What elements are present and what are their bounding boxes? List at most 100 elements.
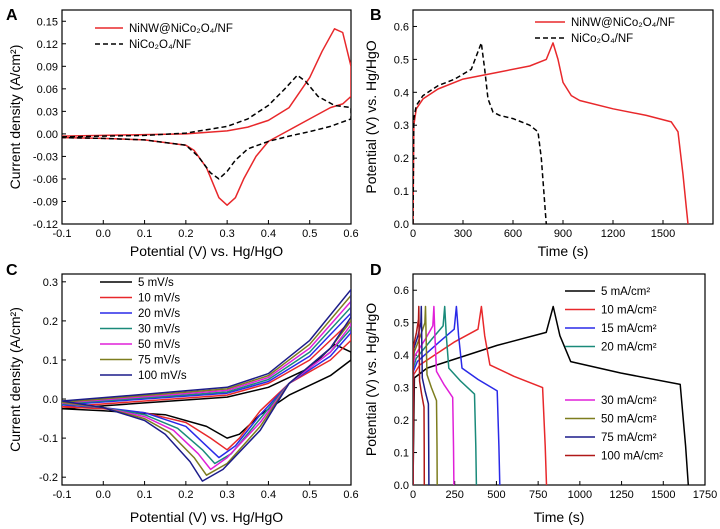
x-tick-label: 1750	[693, 489, 717, 501]
series-line	[413, 305, 455, 485]
x-tick-label: 0.1	[137, 489, 152, 501]
y-tick-label: 0.4	[394, 87, 409, 99]
legend-label: 5 mV/s	[138, 277, 174, 289]
legend-label: NiCo₂O₄/NF	[129, 39, 191, 51]
legend-label: NiNW@NiCo₂O₄/NF	[571, 17, 675, 29]
x-tick-label: 250	[446, 489, 464, 501]
x-tick-label: -0.1	[53, 489, 72, 501]
series-line	[62, 294, 351, 476]
legend-label: 100 mA/cm²	[601, 451, 663, 463]
series-line	[413, 305, 426, 485]
y-tick-label: -0.09	[33, 196, 58, 208]
panel-label: C	[6, 262, 18, 279]
series-line	[62, 28, 351, 206]
x-tick-label: 1000	[568, 489, 592, 501]
legend-label: 10 mV/s	[138, 293, 180, 305]
y-tick-label: 0.00	[37, 129, 58, 141]
x-axis-title: Potential (V) vs. Hg/HgO	[130, 243, 283, 259]
plot-frame	[61, 273, 352, 486]
x-tick-label: 0.2	[178, 228, 193, 240]
legend-label: 100 mV/s	[138, 370, 187, 382]
series-line	[413, 42, 548, 224]
y-tick-label: 0.2	[394, 415, 409, 427]
legend-label: 5 mA/cm²	[601, 286, 650, 298]
legend-label: NiCo₂O₄/NF	[571, 33, 633, 45]
y-tick-label: 0.2	[394, 153, 409, 165]
y-tick-label: 0.6	[394, 21, 409, 33]
x-tick-label: 600	[504, 228, 522, 240]
legend-label: 20 mV/s	[138, 308, 180, 320]
legend-label: 15 mA/cm²	[601, 323, 657, 335]
x-tick-label: 0.6	[343, 489, 358, 501]
x-tick-label: 1250	[609, 489, 633, 501]
y-tick-label: -0.2	[39, 472, 58, 484]
x-tick-label: 0.2	[178, 489, 193, 501]
x-tick-label: 0.5	[302, 228, 317, 240]
x-tick-label: -0.1	[53, 228, 72, 240]
y-tick-label: 0.03	[37, 106, 58, 118]
y-tick-label: 0.3	[43, 277, 58, 289]
x-axis-title: Time (s)	[538, 243, 589, 259]
x-tick-label: 1500	[651, 489, 675, 501]
x-tick-label: 0.3	[219, 489, 234, 501]
series-line	[413, 305, 478, 485]
plot-frame	[412, 9, 714, 225]
x-axis-title: Potential (V) vs. Hg/HgO	[130, 509, 283, 525]
y-tick-label: 0.3	[394, 120, 409, 132]
series-line	[413, 42, 689, 224]
x-tick-label: 0.6	[343, 228, 358, 240]
y-tick-label: -0.12	[33, 219, 58, 231]
y-tick-label: 0.3	[394, 383, 409, 395]
y-tick-label: 0.6	[394, 285, 409, 297]
y-tick-label: 0.2	[43, 316, 58, 328]
y-tick-label: 0.1	[394, 448, 409, 460]
x-tick-label: 1500	[651, 228, 675, 240]
legend-label: NiNW@NiCo₂O₄/NF	[129, 23, 233, 35]
y-tick-label: 0.0	[394, 219, 409, 231]
series-line	[62, 74, 351, 180]
y-tick-label: 0.5	[394, 54, 409, 66]
y-tick-label: 0.06	[37, 84, 58, 96]
legend-label: 30 mV/s	[138, 324, 180, 336]
series-line	[413, 305, 501, 485]
y-axis-title: Potential (V) vs. Hg/HgO	[363, 303, 379, 456]
y-tick-label: 0.0	[394, 480, 409, 492]
series-line	[413, 305, 548, 485]
y-axis-title: Current density (A/cm²)	[7, 45, 23, 190]
y-tick-label: 0.5	[394, 318, 409, 330]
x-tick-label: 0.1	[137, 228, 152, 240]
x-tick-label: 0.4	[261, 228, 276, 240]
y-tick-label: -0.03	[33, 151, 58, 163]
y-tick-label: 0.15	[37, 16, 58, 28]
x-tick-label: 750	[529, 489, 547, 501]
panel-label: B	[370, 7, 382, 24]
legend-label: 75 mV/s	[138, 355, 180, 367]
x-tick-label: 0.0	[96, 489, 111, 501]
x-tick-label: 1200	[601, 228, 625, 240]
panel-label: D	[370, 262, 382, 279]
series-line	[413, 305, 690, 485]
y-tick-label: 0.4	[394, 350, 409, 362]
legend-label: 10 mA/cm²	[601, 305, 657, 317]
y-axis-title: Current density (A/cm²)	[7, 307, 23, 452]
x-tick-label: 0	[410, 489, 416, 501]
y-tick-label: 0.1	[394, 186, 409, 198]
plot-frame	[61, 9, 352, 225]
x-tick-label: 0	[410, 228, 416, 240]
legend-label: 50 mV/s	[138, 339, 180, 351]
y-tick-label: 0.0	[43, 394, 58, 406]
x-axis-title: Time (s)	[534, 509, 585, 525]
y-tick-label: -0.06	[33, 174, 58, 186]
x-tick-label: 0.0	[96, 228, 111, 240]
series-line	[62, 300, 351, 471]
y-axis-title: Potential (V) vs. Hg/HgO	[363, 40, 379, 193]
y-tick-label: 0.12	[37, 39, 58, 51]
series-line	[62, 306, 351, 465]
panel-label: A	[6, 7, 18, 24]
x-tick-label: 0.5	[302, 489, 317, 501]
legend-label: 30 mA/cm²	[601, 395, 657, 407]
x-tick-label: 0.4	[261, 489, 276, 501]
x-tick-label: 300	[454, 228, 472, 240]
legend-label: 75 mA/cm²	[601, 432, 657, 444]
